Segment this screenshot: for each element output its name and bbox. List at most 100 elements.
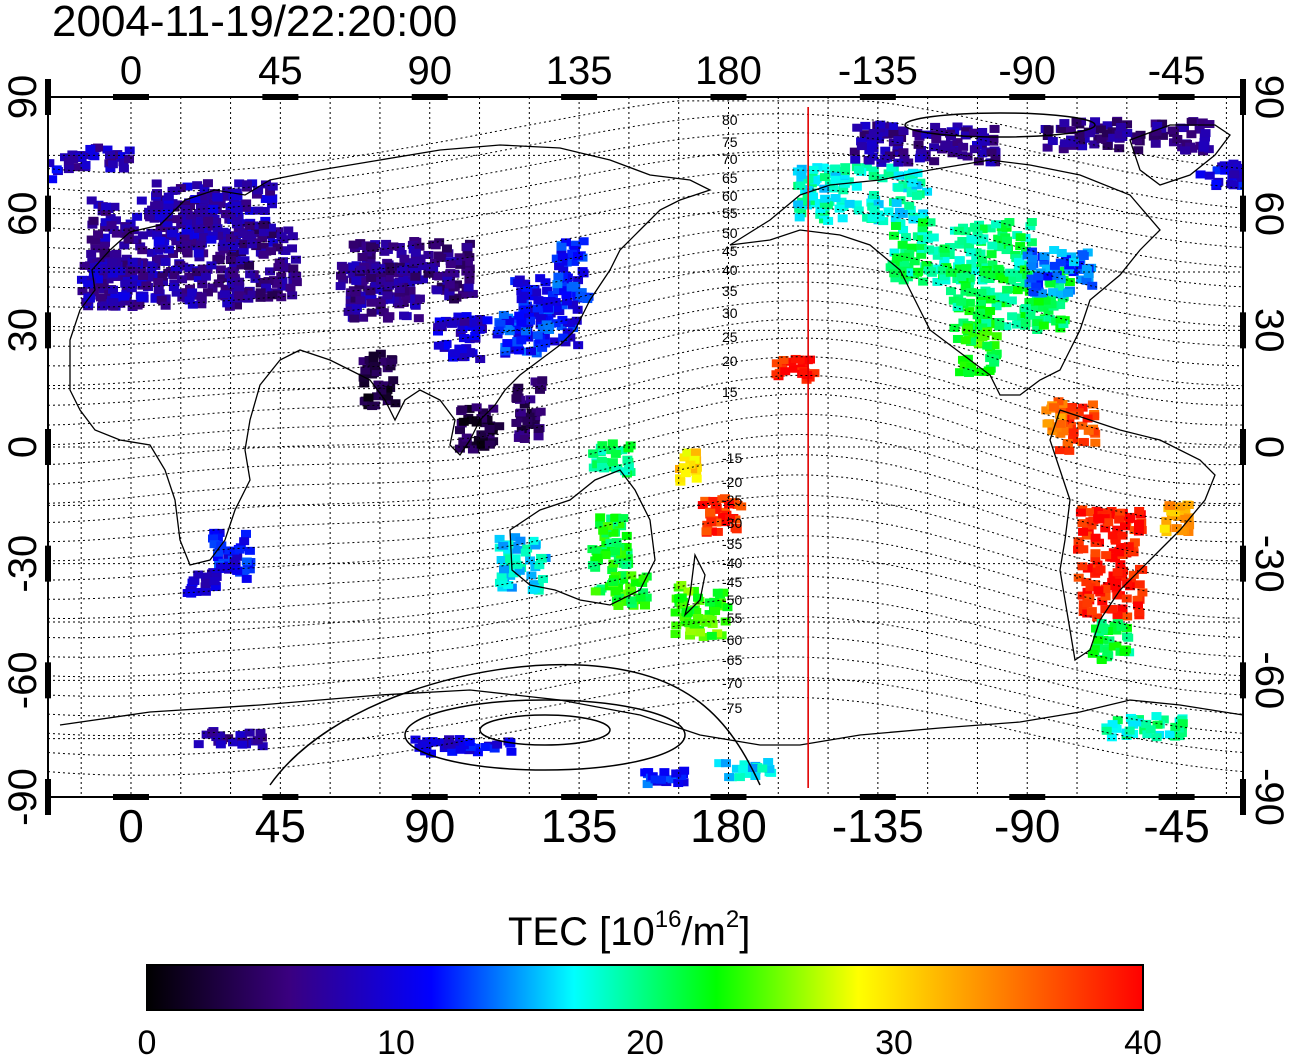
tec-cell (689, 620, 700, 629)
tec-cell (1236, 175, 1243, 184)
tec-cell (529, 580, 540, 589)
tec-cell (520, 327, 531, 336)
mag-lat-contour (48, 656, 1243, 737)
tec-cell (1114, 548, 1125, 557)
top-lon-label: 0 (120, 49, 142, 93)
tec-cell (384, 267, 395, 276)
tec-cell (860, 121, 871, 130)
tec-cell (453, 740, 464, 749)
tec-cell (996, 223, 1007, 232)
tec-cell (172, 215, 183, 224)
tec-cell (982, 341, 993, 350)
tec-cell (410, 300, 421, 309)
tec-cell (124, 146, 135, 155)
tec-cell (1087, 281, 1098, 290)
tec-cell (220, 284, 231, 293)
tec-cell (115, 267, 126, 276)
tec-cell (626, 596, 637, 605)
tec-cell (687, 465, 698, 474)
tec-cell (1025, 311, 1036, 320)
tec-cell (607, 458, 618, 467)
tec-cell (1073, 545, 1084, 554)
tec-cell (390, 399, 401, 408)
tec-cell (550, 319, 561, 328)
tec-cell (433, 341, 444, 350)
tec-cell (184, 296, 195, 305)
tec-cell (432, 286, 443, 295)
tec-cell (1055, 413, 1066, 422)
tec-cell (247, 179, 258, 188)
tec-cell (502, 339, 513, 348)
tec-cell (509, 541, 520, 550)
tec-cell (592, 553, 603, 562)
tec-cell (349, 314, 360, 323)
tec-cell (1200, 129, 1211, 138)
tec-cell (1048, 288, 1059, 297)
tec-cell (836, 197, 847, 206)
right-lat-label: 30 (1247, 308, 1291, 353)
tec-cell (990, 152, 1001, 161)
tec-cell (1077, 519, 1088, 528)
tec-cell (620, 467, 631, 476)
tec-cell (1124, 726, 1135, 735)
tec-cell (181, 217, 192, 226)
tec-cell (931, 135, 942, 144)
tec-cell (458, 290, 469, 299)
tec-cell (255, 728, 266, 737)
tec-cell (90, 244, 101, 253)
tec-cell (1112, 611, 1123, 620)
tec-cell (228, 738, 239, 747)
tec-cell (1062, 438, 1073, 447)
tec-cell (1102, 121, 1113, 130)
tec-cell (1119, 647, 1130, 656)
tec-cell (1142, 730, 1153, 739)
north-magnetic-pole-ring (904, 112, 1096, 138)
tec-cell (171, 237, 182, 246)
tec-cell (336, 271, 347, 280)
tec-cell (543, 304, 554, 313)
tec-cell (244, 261, 255, 270)
tec-cell (987, 241, 998, 250)
tec-cell (578, 237, 589, 246)
tec-cell (496, 555, 507, 564)
tec-cell (102, 145, 113, 154)
tec-cell (100, 223, 111, 232)
tec-cell (1077, 403, 1088, 412)
tec-cell (186, 589, 197, 598)
tec-cell (1081, 264, 1092, 273)
tec-cell (977, 255, 988, 264)
tec-cell (994, 322, 1005, 331)
tec-cell (676, 771, 687, 780)
tec-cell (542, 286, 553, 295)
tec-cell (690, 448, 701, 457)
tec-cell (118, 158, 129, 167)
tec-cell (1026, 238, 1037, 247)
tec-cell (503, 545, 514, 554)
tec-cell (511, 394, 522, 403)
tec-cell (445, 269, 456, 278)
tec-cell (822, 201, 833, 210)
tec-cell (463, 283, 474, 292)
tec-cell (1088, 427, 1099, 436)
tec-cell (521, 332, 532, 341)
tec-cell (378, 357, 389, 366)
tec-cell (212, 553, 223, 562)
tec-cell (191, 587, 202, 596)
tec-cell (1123, 633, 1134, 642)
tec-cell (529, 309, 540, 318)
tec-cell (972, 230, 983, 239)
mag-lat-contour (48, 696, 1243, 776)
tec-cell (888, 122, 899, 131)
tec-cell (260, 194, 271, 203)
tec-cell (278, 246, 289, 255)
tec-cell (155, 224, 166, 233)
tec-cell (268, 238, 279, 247)
tec-cell (926, 267, 937, 276)
tec-cell (1031, 282, 1042, 291)
colorbar-tick-label: 30 (875, 1024, 913, 1057)
tec-cell (622, 548, 633, 557)
tec-cell (455, 745, 466, 754)
mag-lat-label: -20 (722, 474, 742, 490)
tec-cell (498, 310, 509, 319)
tec-cell (840, 163, 851, 172)
